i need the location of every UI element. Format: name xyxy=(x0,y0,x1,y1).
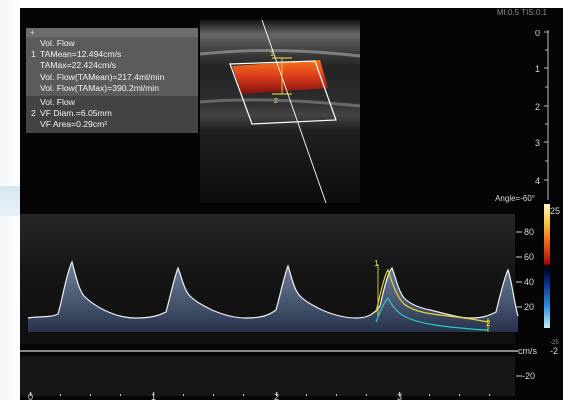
time-label-0: 0 xyxy=(28,392,33,400)
time-label-2: 2 xyxy=(274,392,279,400)
angle-label: Angle=-60° xyxy=(495,194,535,203)
color-flow-region xyxy=(232,60,328,94)
spectral-doppler-display[interactable]: 1 2 80 60 40 20 -20 cm/s -2 25 0 1 2 3 xyxy=(20,206,563,400)
vol-flow-line-tamax-flow: Vol. Flow(TAMax)=390.2ml/min xyxy=(40,82,159,93)
vol-flow-line-tamean-flow: Vol. Flow(TAMean)=217.4ml/min xyxy=(40,71,165,82)
mean-velocity-trace xyxy=(375,296,489,331)
bmode-cursor-2-label: 2 xyxy=(274,98,278,105)
velocity-tick-neg20: -20 xyxy=(522,371,535,381)
colorbar-bottom-label: -25 xyxy=(550,340,559,346)
depth-tick-4: 4 xyxy=(535,176,540,186)
depth-scale-ticks xyxy=(544,31,548,181)
colorbar-top-label: 25 xyxy=(550,206,560,216)
vessel-wall-upper xyxy=(200,49,360,58)
time-label-3: 3 xyxy=(397,392,402,400)
measurement-index-2: 2 xyxy=(31,108,36,119)
velocity-unit: cm/s xyxy=(518,346,537,356)
measurement-panel: + Vol. Flow 1 TAMean=12.494cm/s TAMax=22.… xyxy=(26,28,198,133)
velocity-scale xyxy=(516,231,522,377)
depth-tick-3: 3 xyxy=(535,138,540,148)
velocity-tick-60: 60 xyxy=(524,252,534,262)
measurement-index-1: 1 xyxy=(31,49,36,60)
velocity-unit-suffix: -2 xyxy=(550,346,558,356)
vol-flow-block-2: Vol. Flow 2 VF Diam.=6.05mm VF Area=0.29c… xyxy=(26,96,198,133)
time-label-1: 1 xyxy=(151,392,156,400)
trace-2-label: 2 xyxy=(486,319,491,328)
velocity-tick-20: 20 xyxy=(524,302,534,312)
color-box xyxy=(229,60,337,125)
depth-scale: 0 1 2 3 4 xyxy=(535,30,549,200)
color-map-bar xyxy=(544,204,550,328)
vessel-wall-lower xyxy=(200,98,360,108)
vol-flow-title-1: Vol. Flow xyxy=(40,38,75,48)
max-velocity-trace xyxy=(375,268,489,323)
vol-flow-line-tamax: TAMax=22.424cm/s xyxy=(40,60,117,71)
velocity-tick-80: 80 xyxy=(524,227,534,237)
time-axis-ticks xyxy=(30,392,490,396)
spectral-envelope xyxy=(27,260,519,319)
depth-tick-1: 1 xyxy=(535,64,540,74)
bmode-speckle xyxy=(200,20,360,203)
vol-flow-line-tamean: 1 TAMean=12.494cm/s xyxy=(31,49,122,60)
measurement-panel-header[interactable]: + xyxy=(26,28,198,37)
trace-1-label: 1 xyxy=(374,259,379,268)
vol-flow-title-2: Vol. Flow xyxy=(40,97,75,108)
bmode-image[interactable]: 1 2 xyxy=(200,20,360,203)
vf-area-line: VF Area=0.29cm² xyxy=(40,119,108,130)
vf-diameter-line: 2 VF Diam.=6.05mm xyxy=(31,108,112,119)
bmode-cursor-1-label: 1 xyxy=(270,51,274,58)
depth-tick-2: 2 xyxy=(535,102,540,112)
doppler-cursor-line xyxy=(261,20,327,203)
depth-tick-0: 0 xyxy=(535,30,540,38)
ultrasound-screen: MI:0.5 TIS:0.1 + Vol. Flow 1 TAMean=12.49… xyxy=(20,8,563,400)
mi-tis-readout: MI:0.5 TIS:0.1 xyxy=(496,8,547,17)
velocity-tick-40: 40 xyxy=(524,277,534,287)
spectral-reverse-noise xyxy=(20,356,515,396)
vol-flow-block-1: Vol. Flow 1 TAMean=12.494cm/s TAMax=22.42… xyxy=(26,37,198,97)
